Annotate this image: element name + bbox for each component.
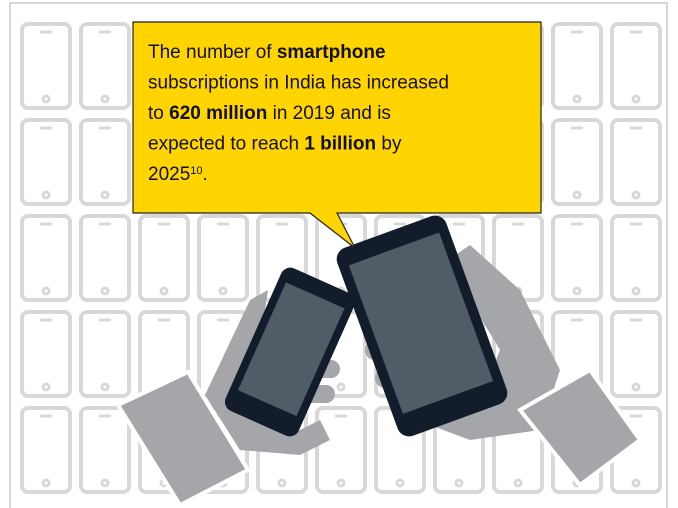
pattern-phone-body [79,118,131,206]
pattern-phone-button [277,478,287,488]
pattern-phone [20,118,72,206]
callout-segment: in 2019 and is [267,103,391,124]
pattern-phone [551,214,603,302]
callout-segment: smartphone [277,42,386,63]
pattern-phone-body [79,214,131,302]
callout-segment: 620 million [169,103,267,124]
pattern-phone-body [20,118,72,206]
pattern-phone-body [610,310,662,398]
left-cuff [115,369,251,508]
callout-segment: by [376,134,402,155]
small-phone [224,267,356,437]
pattern-phone-body [20,406,72,494]
pattern-phone-body [551,118,603,206]
pattern-phone [20,214,72,302]
pattern-phone [20,22,72,110]
pattern-phone-button [159,286,169,296]
pattern-phone-body [79,406,131,494]
callout-line: expected to reach 1 billion by [148,134,402,155]
pattern-phone-body [20,22,72,110]
pattern-phone-button [631,286,641,296]
pattern-phone-button [100,94,110,104]
pattern-phone-button [631,382,641,392]
pattern-phone [610,22,662,110]
pattern-phone-body [20,310,72,398]
callout-segment: expected to reach [148,134,304,155]
pattern-phone [79,118,131,206]
pattern-phone [79,310,131,398]
callout-line: 202510. [148,164,208,185]
pattern-phone [610,310,662,398]
pattern-phone-button [572,190,582,200]
pattern-phone-button [454,478,464,488]
pattern-phone-button [395,478,405,488]
pattern-phone-body [610,214,662,302]
pattern-phone-button [336,478,346,488]
pattern-phone-button [572,94,582,104]
pattern-phone [610,118,662,206]
pattern-phone [610,214,662,302]
pattern-phone-button [100,382,110,392]
pattern-phone-body [551,22,603,110]
pattern-phone [20,310,72,398]
pattern-phone-body [551,214,603,302]
pattern-phone-button [218,286,228,296]
pattern-phone-button [100,478,110,488]
callout-segment: 1 billion [304,134,376,155]
pattern-phone-button [336,382,346,392]
pattern-phone [197,214,249,302]
callout-box [132,21,542,249]
pattern-phone-button [513,478,523,488]
pattern-phone-button [100,190,110,200]
pattern-phone-body [20,214,72,302]
pattern-phone-button [631,190,641,200]
pattern-phone [138,214,190,302]
callout-segment: . [203,164,208,185]
pattern-phone-button [41,94,51,104]
pattern-phone-button [41,382,51,392]
big-phone [336,215,508,437]
pattern-phone-body [79,310,131,398]
left-palm [205,290,330,455]
pattern-phone-button [631,478,641,488]
callout-line: subscriptions in India has increased [148,73,449,94]
right-palm [430,245,560,440]
pattern-phone [79,406,131,494]
pattern-phone-button [41,286,51,296]
pattern-phone-body [315,406,367,494]
pattern-phone [551,118,603,206]
pattern-phone-body [610,22,662,110]
callout-segment: to [148,103,169,124]
pattern-phone-body [79,22,131,110]
pattern-phone-button [41,478,51,488]
callout-segment: subscriptions in India has increased [148,73,449,94]
callout-text: The number of smartphone subscriptions in… [148,42,449,185]
pattern-phone [79,22,131,110]
callout-line: to 620 million in 2019 and is [148,103,391,124]
footnote-ref: 10 [190,165,202,177]
pattern-phone-button [100,286,110,296]
pattern-phone-body [138,214,190,302]
pattern-phone-body [610,118,662,206]
pattern-phone [315,406,367,494]
pattern-phone-button [41,190,51,200]
pattern-phone-button [631,94,641,104]
callout-segment: 2025 [148,164,190,185]
pattern-phone [551,22,603,110]
pattern-phone-body [197,214,249,302]
callout-line: The number of smartphone [148,42,386,63]
callout-segment: The number of [148,42,277,63]
right-cuff [516,367,643,488]
pattern-phone-button [572,286,582,296]
pattern-phone [79,214,131,302]
pattern-phone [20,406,72,494]
